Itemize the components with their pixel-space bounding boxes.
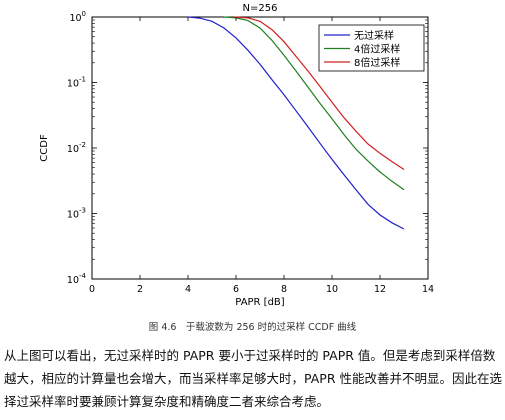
- body-paragraph: 从上图可以看出，无过采样时的 PAPR 要小于过采样时的 PAPR 值。但是考虑…: [4, 348, 502, 409]
- y-tick-label: 100: [69, 10, 86, 24]
- chart-title: N=256: [243, 3, 278, 14]
- y-tick-label: 10-1: [67, 76, 86, 90]
- x-tick-label: 8: [281, 284, 287, 295]
- legend-label-3: 8倍过采样: [354, 56, 400, 69]
- y-tick-label: 10-4: [67, 272, 87, 286]
- x-tick-label: 2: [137, 284, 143, 295]
- series-line-2: [223, 16, 405, 191]
- series-line-1: [187, 16, 405, 230]
- x-axis-label: PAPR [dB]: [235, 297, 284, 308]
- figure-caption: 图 4.6 于载波数为 256 时的过采样 CCDF 曲线: [148, 322, 357, 333]
- x-tick-label: 4: [185, 284, 191, 295]
- x-tick-label: 14: [422, 284, 434, 295]
- x-tick-label: 10: [326, 284, 338, 295]
- tick-layer: 0 2 4 6 8 10 12 14 10-4 10-3 10-2 10-1 100: [67, 10, 434, 295]
- legend-label-2: 4倍过采样: [354, 43, 400, 56]
- ccdf-chart: 0 2 4 6 8 10 12 14 10-4 10-3 10-2 10-1 100 N=256 PAP…: [39, 3, 434, 308]
- y-axis-label: CCDF: [39, 134, 50, 162]
- legend-label-1: 无过采样: [354, 29, 394, 42]
- x-tick-label: 12: [374, 284, 386, 295]
- y-tick-label: 10-2: [67, 141, 86, 155]
- x-tick-label: 0: [89, 284, 95, 295]
- series-line-3: [233, 16, 405, 171]
- y-tick-label: 10-3: [67, 207, 86, 221]
- x-tick-label: 6: [233, 284, 239, 295]
- series-layer: [187, 16, 405, 230]
